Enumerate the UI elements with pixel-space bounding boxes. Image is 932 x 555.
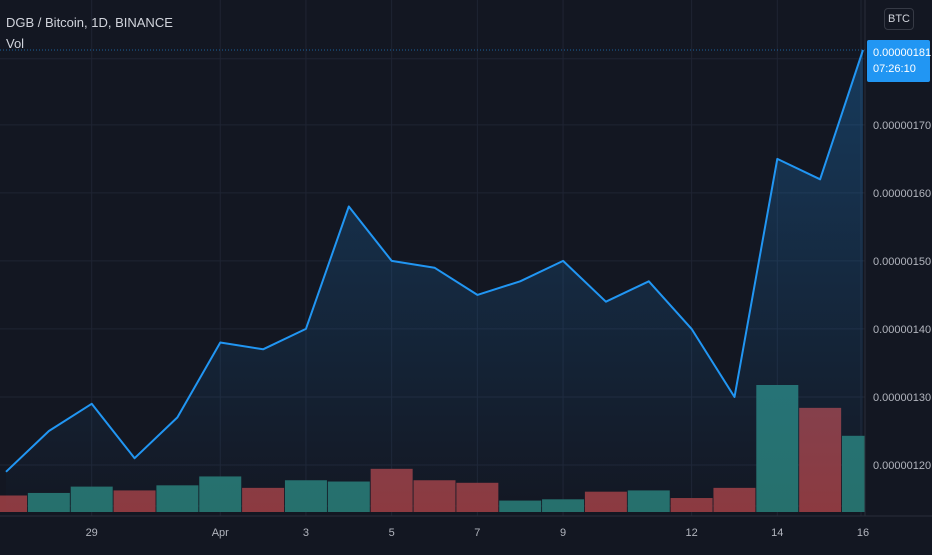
currency-badge[interactable]: BTC bbox=[884, 8, 914, 30]
x-tick-label: 29 bbox=[86, 527, 98, 539]
bar-countdown: 07:26:10 bbox=[873, 61, 930, 77]
price-area-fill bbox=[6, 50, 863, 516]
y-tick-label: 0.00000140 bbox=[873, 324, 931, 336]
y-tick-label: 0.00000120 bbox=[873, 460, 931, 472]
x-tick-label: Apr bbox=[212, 527, 229, 539]
x-tick-label: 3 bbox=[303, 527, 309, 539]
x-tick-label: 7 bbox=[474, 527, 480, 539]
y-tick-label: 0.00000160 bbox=[873, 188, 931, 200]
symbol-title[interactable]: DGB / Bitcoin, 1D, BINANCE bbox=[6, 12, 173, 33]
chart-legend: DGB / Bitcoin, 1D, BINANCE Vol bbox=[6, 12, 173, 54]
x-tick-label: 9 bbox=[560, 527, 566, 539]
volume-label[interactable]: Vol bbox=[6, 33, 173, 54]
x-tick-label: 12 bbox=[685, 527, 697, 539]
x-tick-label: 5 bbox=[389, 527, 395, 539]
last-price-value: 0.00000181 bbox=[873, 45, 930, 61]
y-tick-label: 0.00000150 bbox=[873, 256, 931, 268]
y-tick-label: 0.00000170 bbox=[873, 120, 931, 132]
price-area bbox=[6, 50, 863, 516]
x-tick-label: 14 bbox=[771, 527, 783, 539]
x-tick-label: 16 bbox=[857, 527, 869, 539]
time-axis[interactable]: 29 Apr 3 5 7 9 12 14 16 bbox=[0, 516, 932, 539]
last-price-tag: 0.00000181 07:26:10 bbox=[867, 40, 930, 82]
y-tick-label: 0.00000130 bbox=[873, 392, 931, 404]
